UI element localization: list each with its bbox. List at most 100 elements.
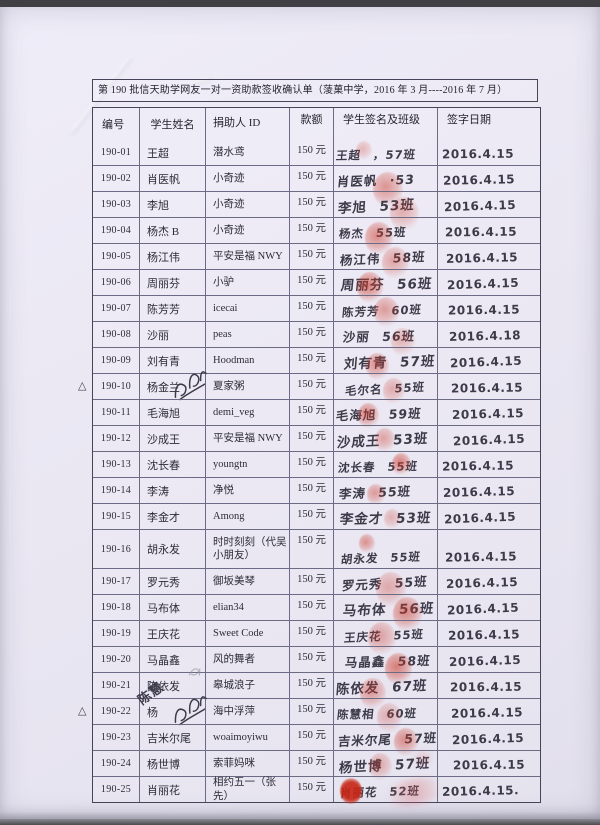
amount-cell: 150 元 [289,751,333,776]
amount-cell: 150 元 [289,244,333,269]
donor-id-cell: 索菲妈咪 [205,751,289,776]
donor-id-cell: 相约五一（张先） [205,777,289,802]
student-signature: 马晶鑫 58班 [344,652,432,671]
table-row: 190-13 沈长春 youngtn 150 元沈长春 55班 2016.4.15 [93,451,540,477]
donor-id-cell: elian34 [205,595,289,620]
student-name: 肖医帆 [147,173,180,186]
student-name-cell: 杨世博 [139,751,205,776]
signature-date: 2016.4.15 [449,679,523,695]
student-name-cell: 王超 [139,140,205,165]
scan-edge [0,0,600,7]
row-id-cell: 190-14 [100,485,132,496]
table-row: 190-25 肖丽花 相约五一（张先） 150 元肖丽花 52班 2016.4.15. [93,776,540,804]
donor-id-cell: 小驴 [205,270,289,295]
row-id-cell: 190-07 [100,303,132,314]
donor-id-cell: 时时刻刻（代吴小朋友） [205,530,289,568]
row-id-cell: 190-16 [100,543,132,555]
amount-cell: 150 元 [289,166,333,191]
student-name-cell: 杨江伟 [139,244,205,269]
table-row: 190-06 周丽芬 小驴 150 元周丽芬 56班 2016.4.15 [93,269,540,303]
table-row: 190-22 杨 海中浮萍 150 元陈慧相 60班 △ 2016.4.15 [78,696,540,733]
student-name: 毛海旭 [147,407,180,420]
amount-cell: 150 元 [289,673,333,698]
date-cell: 2016.4.15 [437,400,540,425]
scan-edge [0,819,600,825]
pencil-mark [188,668,201,676]
row-id-cell: 190-20 [100,654,132,665]
signature-date: 2016.4.15 [450,380,524,396]
donor-id-cell: icecai [205,296,289,321]
donor-id-cell: 小奇迹 [205,166,289,191]
student-name-cell: 沙丽 [139,322,205,347]
student-signature: 陈依发 67班 [335,678,428,699]
amount-cell: 150 元 [289,296,333,321]
signature-date: 2016.4.15. [441,783,520,799]
donor-id-cell: 海中浮萍 [205,699,289,724]
student-name: 王庆花 [147,628,180,641]
table-row: 190-03 李旭 小奇迹 150 元李旭 53班 2016.4.15 [93,191,540,232]
student-signature: 陈慧相 60班 [336,706,418,722]
signature-cell: 沙成王 53班 [333,426,437,452]
student-name-cell: 吉米尔尾 [139,725,205,750]
signature-cell: 马晶鑫 58班 [333,647,437,685]
donor-id-cell: 平安是福 NWY [205,426,289,451]
signature-cell: 肖医帆 ·53 [333,166,437,208]
table-row: 190-15 李金才 Among 150 元李金才 53班 2016.4.15 [93,503,540,530]
student-name: 杨金兰 [147,381,180,394]
student-name-cell: 马晶鑫 [139,647,205,672]
student-signature: 王庆花 55班 [343,627,425,645]
student-signature: 刘有青 57班 [343,353,437,373]
signature-date: 2016.4.15 [446,275,520,293]
donor-id-cell: Hoodman [205,348,289,373]
donor-id-cell: 皋城浪子 [205,673,289,698]
header-donor-id: 捐助人 ID [205,108,289,140]
donor-id-cell: 小奇迹 [205,192,289,217]
student-name-cell: 杨 [139,696,207,726]
signature-cell: 胡永发 55班 [333,530,437,568]
date-cell: 2016.4.15 [437,166,540,191]
header-student-name: 学生姓名 [139,108,205,140]
student-signature: 李金才 53班 [338,510,433,528]
student-signature: 吉米尔尾 57班 [337,730,438,749]
amount-cell: 150 元 [289,621,333,646]
signature-date: 2016.4.15 [444,224,518,240]
student-signature: 肖医帆 ·53 [336,171,416,190]
document-title: 第 190 批信天助学网友一对一资助款签收确认单（蔆菓中学，2016 年 3 月… [92,79,538,102]
student-signature: 罗元秀 55班 [341,573,429,594]
date-cell: 2016.4.15 [437,569,540,594]
margin-triangle-mark: △ [78,379,87,392]
student-signature: 肖丽花 52班 [339,783,421,801]
signature-date: 2016.4.15 [443,509,517,527]
donor-id-cell: peas [205,322,289,347]
row-id-cell: 190-04 [100,225,132,236]
date-cell: 2016.4.15 [437,140,540,165]
signature-date: 2016.4.15 [452,757,526,773]
donor-id-cell: 夏家粥 [205,374,289,399]
header-date: 签字日期 [437,108,540,140]
student-name: 李涛 [147,485,169,498]
table-row: 190-24 杨世博 索菲妈咪 150 元杨世博 57班 2016.4.15 [93,750,540,781]
table-row: 190-02 肖医帆 小奇迹 150 元肖医帆 ·53 2016.4.15 [93,165,540,208]
student-name-cell: 杨杰 B [139,218,205,243]
date-cell: 2016.4.15 [437,673,540,698]
student-name-cell: 陈芳芳 [139,296,205,321]
table-row: 190-18 马布体 elian34 150 元马布体 56班 2016.4.15 [93,594,540,632]
table-body: 190-01 王超 潜水鸢 150 元王超 ，57班 2016.4.15 190-02 肖医… [78,140,540,804]
student-name-cell: 肖丽花 [139,777,205,802]
table-row: 190-12 沙成王 平安是福 NWY 150 元沙成王 53班 2016.4.15 [93,425,540,452]
student-name: 李金才 [147,511,180,524]
table-row: 190-14 李涛 净悦 150 元李涛 55班 2016.4.15 [93,477,540,506]
handwritten-scribble [174,696,207,726]
signature-date: 2016.4.15 [450,705,524,721]
student-name: 罗元秀 [147,576,180,589]
student-name-cell: 周丽芬 [139,270,205,295]
student-signature: 胡永发 55班 [340,549,422,567]
form-sheet: 第 190 批信天助学网友一对一资助款签收确认单（蔆菓中学，2016 年 3 月… [78,79,541,812]
student-name: 吉米尔尾 [147,732,191,745]
scanned-paper: 第 190 批信天助学网友一对一资助款签收确认单（蔆菓中学，2016 年 3 月… [0,7,600,819]
amount-cell: 150 元 [289,530,333,568]
date-cell: 2016.4.15 [437,374,540,399]
table-row: 190-08 沙丽 peas 150 元沙丽 56班 2016.4.18 [93,321,540,357]
date-cell: 2016.4.15 [437,699,540,724]
signature-cell: 刘有青 57班 [333,348,437,381]
